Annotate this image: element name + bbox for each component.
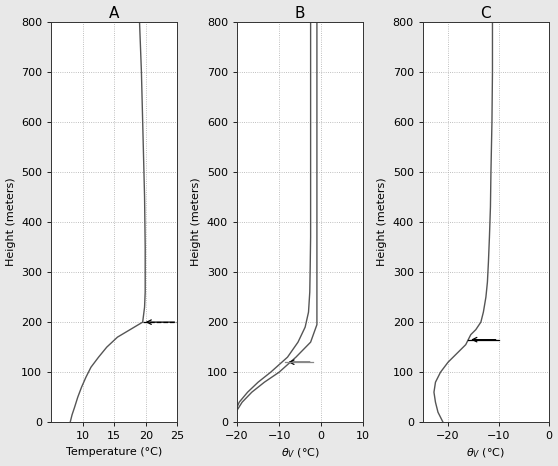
Title: A: A bbox=[109, 6, 119, 21]
Y-axis label: Height (meters): Height (meters) bbox=[377, 178, 387, 266]
Y-axis label: Height (meters): Height (meters) bbox=[191, 178, 201, 266]
Title: C: C bbox=[480, 6, 491, 21]
X-axis label: $\theta_V$ (°C): $\theta_V$ (°C) bbox=[466, 447, 506, 460]
Title: B: B bbox=[295, 6, 305, 21]
X-axis label: $\theta_V$ (°C): $\theta_V$ (°C) bbox=[281, 447, 320, 460]
Y-axis label: Height (meters): Height (meters) bbox=[6, 178, 16, 266]
X-axis label: Temperature (°C): Temperature (°C) bbox=[66, 447, 162, 457]
